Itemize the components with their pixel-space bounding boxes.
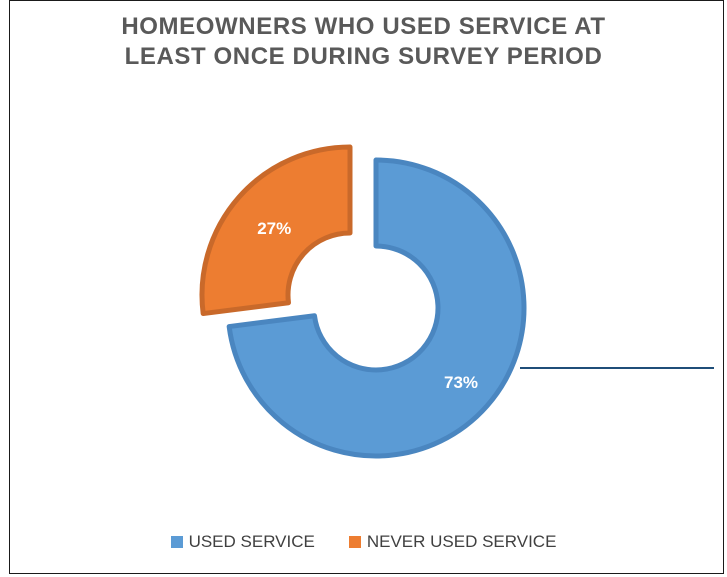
slice-never-used-service (199, 144, 353, 317)
slice-used-service (226, 157, 527, 459)
data-label-used-service: 73% (444, 373, 478, 392)
data-label-never-used-service: 27% (257, 219, 291, 238)
chart-title-line-1: HOMEOWNERS WHO USED SERVICE AT (121, 13, 606, 40)
legend-item-used-service: USED SERVICE (170, 532, 315, 552)
legend-item-never-used-service: NEVER USED SERVICE (348, 532, 557, 552)
slices (199, 144, 527, 459)
legend: USED SERVICE NEVER USED SERVICE (0, 532, 727, 552)
legend-swatch-used-service (170, 536, 183, 548)
chart-frame (9, 0, 724, 574)
chart-title-line-2: LEAST ONCE DURING SURVEY PERIOD (124, 43, 603, 70)
legend-label-used-service: USED SERVICE (188, 532, 315, 551)
legend-label-never-used-service: NEVER USED SERVICE (366, 532, 557, 551)
legend-swatch-never-used-service (348, 536, 361, 548)
chart-title: HOMEOWNERS WHO USED SERVICE AT LEAST ONC… (0, 12, 727, 72)
